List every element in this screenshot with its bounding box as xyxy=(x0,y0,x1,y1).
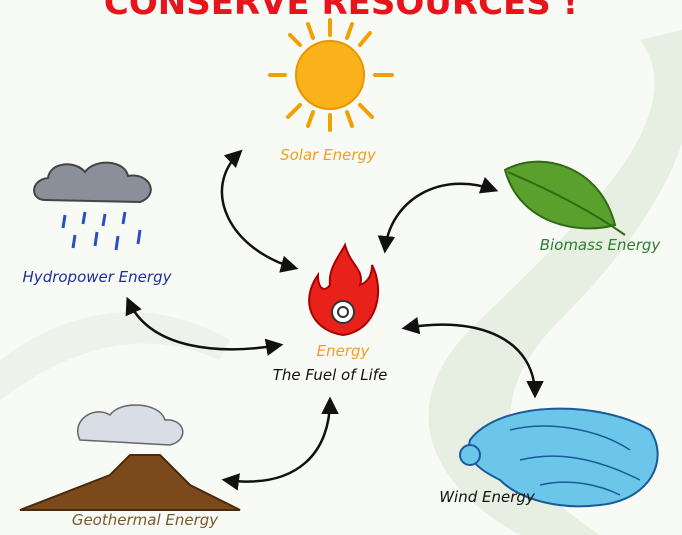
page: CONSERVE RESOURCES ! Solar Energy Biomas… xyxy=(0,0,682,535)
center-label: Energy xyxy=(317,342,371,360)
title: CONSERVE RESOURCES ! xyxy=(104,0,578,23)
diagram: CONSERVE RESOURCES ! Solar Energy Biomas… xyxy=(0,0,682,535)
node-label: Biomass Energy xyxy=(540,236,662,254)
node-label: Geothermal Energy xyxy=(72,511,219,529)
node-label: Wind Energy xyxy=(439,488,536,506)
center-subtitle: The Fuel of Life xyxy=(273,366,388,384)
node-label: Solar Energy xyxy=(280,146,377,164)
node-label: Hydropower Energy xyxy=(23,268,173,286)
